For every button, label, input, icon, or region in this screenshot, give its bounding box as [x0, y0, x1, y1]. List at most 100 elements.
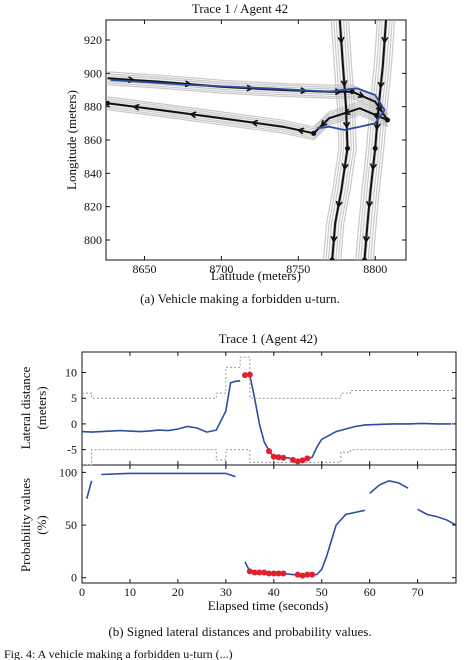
direction-arrow: [250, 119, 259, 127]
violation-point: [304, 571, 311, 578]
top-trace-bundle: [107, 20, 396, 260]
lower-y-axis-label-line1: Probability values: [18, 478, 33, 572]
violation-point: [309, 571, 316, 578]
upper-bound-line: [82, 356, 456, 399]
bottom-series-group: [82, 356, 456, 579]
top-y-tick-label: 880: [84, 100, 102, 114]
trace-line: [107, 100, 314, 132]
top-x-tick-label: 8650: [132, 262, 156, 276]
direction-arrow: [330, 235, 338, 244]
bottom-x-axis-label: Elapsed time (seconds): [208, 598, 329, 613]
trace-line: [378, 20, 391, 149]
top-y-tick-label: 860: [84, 133, 102, 147]
y-tick-label: 10: [65, 366, 77, 380]
violation-point: [270, 453, 277, 460]
top-axis-ticks: 8650 8700 8750 8800 800 820 840 860 880 900 920: [84, 20, 406, 276]
violation-point: [242, 372, 249, 379]
trace-line: [370, 148, 382, 260]
trace-line: [355, 148, 368, 260]
trace-line: [107, 109, 314, 141]
y-tick-label: -5: [67, 443, 77, 457]
trace-line: [335, 20, 345, 149]
trace-line: [338, 20, 347, 149]
x-tick-label: 10: [124, 585, 136, 599]
trace-line: [337, 148, 355, 260]
bottom-caption: (b) Signed lateral distances and probabi…: [108, 624, 371, 639]
y-tick-label: 0: [71, 571, 77, 585]
violation-point: [294, 571, 301, 578]
lower-bound-line: [82, 449, 456, 465]
upper-series: [82, 356, 456, 465]
direction-arrow: [341, 163, 349, 171]
violation-point: [280, 570, 287, 577]
signed-distance-line: [249, 374, 452, 463]
direction-arrow: [342, 108, 351, 116]
lower-series: [86, 472, 456, 579]
trace-line: [107, 82, 353, 97]
trace-line: [362, 148, 375, 260]
trace-line: [340, 20, 350, 149]
trace-line: [333, 20, 342, 149]
trace-line: [342, 20, 352, 149]
violation-point: [275, 454, 282, 461]
direction-arrow: [320, 119, 328, 127]
estimated-path-line: [316, 125, 360, 131]
x-tick-label: 30: [220, 585, 232, 599]
direction-arrow: [369, 163, 378, 171]
violation-point: [266, 448, 272, 455]
direction-arrow: [343, 121, 351, 130]
top-x-tick-label: 8800: [363, 262, 387, 276]
trace-line: [383, 20, 396, 149]
violation-point: [270, 570, 277, 577]
trace-line: [357, 148, 370, 260]
trace-line: [107, 80, 353, 96]
y-tick-label: 0: [71, 417, 77, 431]
direction-arrow: [373, 123, 381, 131]
estimated-path-line: [356, 87, 386, 128]
top-x-tick-label: 8700: [209, 262, 233, 276]
trace-line: [373, 20, 386, 149]
trace-line: [107, 105, 314, 137]
x-tick-label: 40: [268, 585, 280, 599]
direction-arrow: [381, 36, 389, 45]
y-tick-label: 5: [71, 391, 77, 405]
trace-line: [380, 20, 393, 149]
top-x-axis-label: Latitude (meters): [211, 268, 301, 283]
direction-arrow: [357, 91, 366, 98]
trace-line: [366, 20, 378, 149]
top-chart-title: Trace 1 / Agent 42: [192, 1, 288, 16]
trace-line: [375, 20, 388, 149]
trace-line: [368, 20, 381, 149]
violation-point: [266, 570, 272, 577]
violation-point: [251, 569, 258, 576]
probability-line: [369, 479, 409, 495]
direction-arrow: [132, 103, 140, 111]
top-caption: (a) Vehicle making a forbidden u-turn.: [140, 291, 340, 306]
trace-line: [107, 96, 314, 128]
direction-arrow: [335, 200, 343, 209]
direction-arrow: [365, 200, 374, 209]
direction-arrow: [334, 88, 343, 96]
trace-line: [322, 148, 340, 260]
direction-arrow: [188, 111, 197, 119]
trace-line: [330, 148, 347, 260]
y-tick-label: 100: [59, 465, 77, 479]
trace-line: [107, 71, 353, 86]
top-y-tick-label: 800: [84, 233, 102, 247]
bottom-chart-title: Trace 1 (Agent 42): [219, 331, 318, 346]
signed-distance-line: [82, 380, 241, 433]
violation-point: [246, 568, 253, 575]
violation-point: [275, 570, 282, 577]
lane-node: [361, 257, 367, 260]
trace-line: [107, 84, 353, 99]
direction-arrow: [362, 235, 370, 244]
x-tick-label: 70: [412, 585, 424, 599]
violation-point: [299, 457, 306, 464]
trace-line: [325, 148, 342, 260]
trace-line: [330, 20, 340, 149]
lane-node: [329, 257, 335, 260]
violation-point: [256, 569, 263, 576]
trace-line: [107, 75, 353, 90]
